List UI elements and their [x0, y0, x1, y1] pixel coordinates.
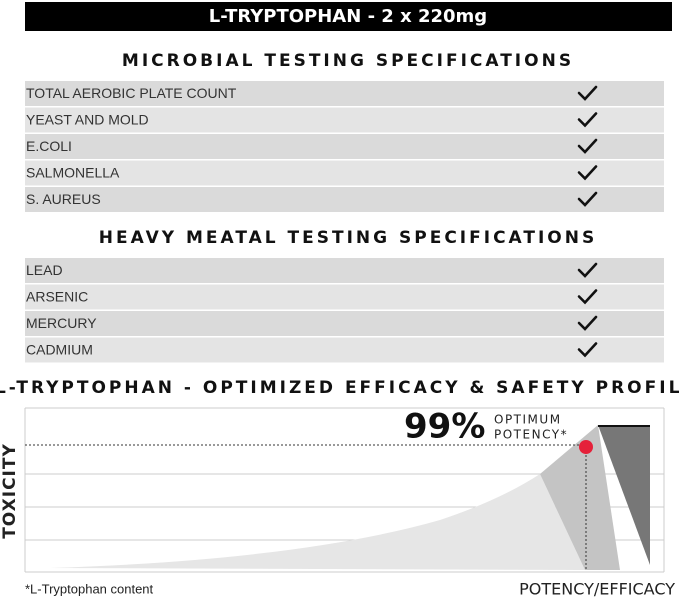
- row-bg: [25, 81, 664, 106]
- profile-chart: 99% OPTIMUM POTENCY*: [24, 407, 665, 573]
- footnote: *L-Tryptophan content: [25, 581, 154, 596]
- check-icon: [577, 165, 598, 181]
- x-axis-label: POTENCY/EFFICACY: [519, 580, 675, 599]
- row-bg: [25, 134, 664, 159]
- check-icon: [577, 191, 598, 207]
- row-bg: [25, 107, 664, 133]
- highlight: 99%: [404, 407, 485, 447]
- check-icon: [577, 262, 598, 278]
- row-label: YEAST AND MOLD: [26, 111, 149, 127]
- row-bg: [25, 337, 664, 363]
- row-bg: [25, 187, 664, 212]
- y-axis-label: TOXICITY: [0, 443, 20, 539]
- row-bg: [25, 160, 664, 186]
- row-bg: [25, 284, 664, 310]
- row-label: E.COLI: [26, 138, 72, 154]
- tables: MICROBIAL TESTING SPECIFICATIONS TOTAL AE…: [25, 51, 664, 363]
- curve-peak: [540, 425, 620, 570]
- row-label: ARSENIC: [26, 288, 88, 304]
- highlight-note: POTENCY*: [494, 428, 568, 442]
- header-title: L-TRYPTOPHAN - 2 x 220mg: [209, 6, 487, 27]
- highlight-note: OPTIMUM: [494, 413, 562, 427]
- row-bg: [25, 258, 664, 283]
- curve-area: [50, 474, 585, 570]
- check-icon: [577, 85, 598, 101]
- title-bar: [25, 2, 672, 31]
- section-title: HEAVY MEATAL TESTING SPECIFICATIONS: [99, 228, 597, 248]
- row-label: MERCURY: [26, 315, 97, 331]
- check-icon: [577, 138, 598, 154]
- optimum-dot: [579, 440, 593, 454]
- check-icon: [577, 289, 598, 305]
- row-label: S. AUREUS: [26, 191, 101, 207]
- check-icon: [577, 315, 598, 331]
- check-icon: [577, 342, 598, 358]
- curve-dark: [598, 425, 650, 565]
- section-title: MICROBIAL TESTING SPECIFICATIONS: [122, 51, 574, 71]
- check-icon: [577, 112, 598, 128]
- row-label: TOTAL AEROBIC PLATE COUNT: [26, 85, 237, 101]
- row-label: LEAD: [26, 262, 63, 278]
- row-bg: [25, 311, 664, 336]
- row-label: CADMIUM: [26, 341, 93, 357]
- profile-title: L-TRYPTOPHAN - OPTIMIZED EFFICACY & SAFE…: [0, 378, 679, 398]
- row-label: SALMONELLA: [26, 164, 120, 180]
